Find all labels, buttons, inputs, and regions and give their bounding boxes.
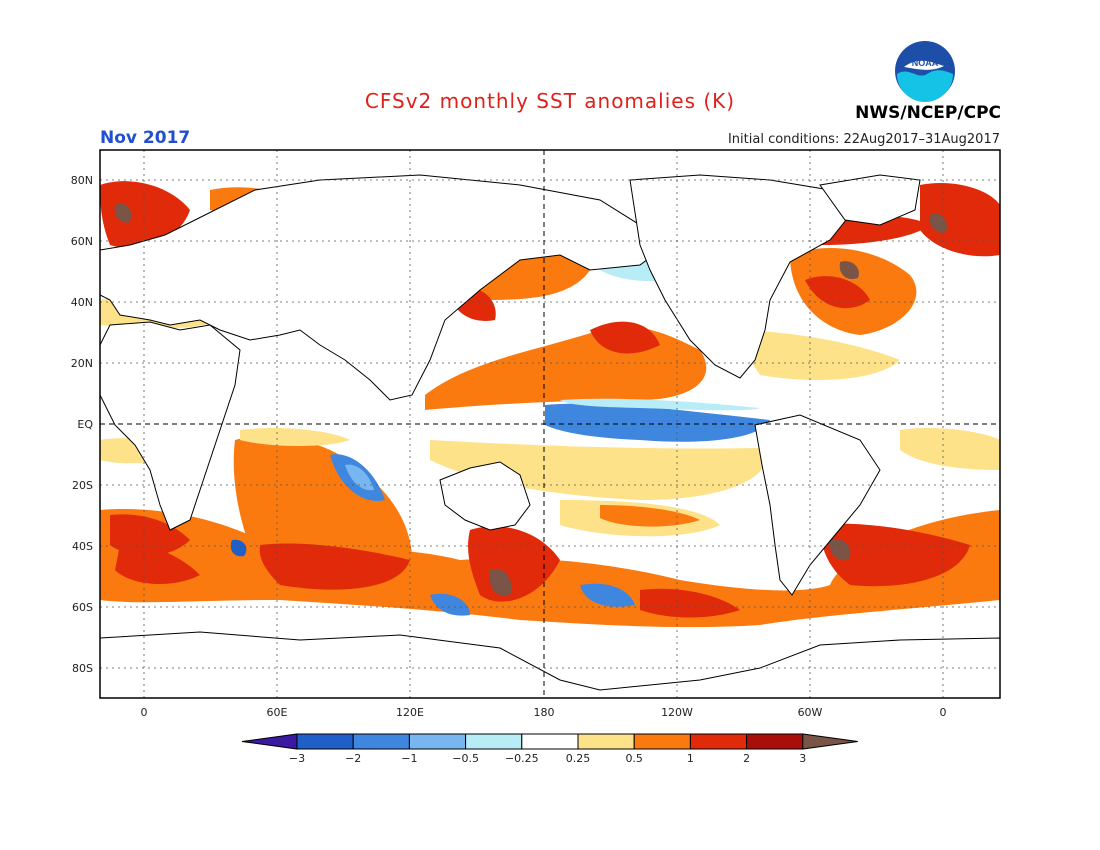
colorbar-tick-label: −0.25 <box>505 752 539 765</box>
colorbar-tick-label: 1 <box>687 752 694 765</box>
land-africa <box>100 321 241 531</box>
colorbar-segment <box>689 733 748 750</box>
lat-label: 20S <box>72 479 93 492</box>
colorbar-tick-label: 0.5 <box>625 752 643 765</box>
colorbar-segment <box>521 733 579 750</box>
colorbar-tick-label: 0.25 <box>566 752 591 765</box>
warm-anomaly-north-pacific <box>425 326 707 410</box>
lon-label: 180 <box>534 706 555 719</box>
lat-label: EQ <box>77 418 93 431</box>
colorbar-segment <box>633 733 691 750</box>
forecast-period: Nov 2017 <box>100 128 191 148</box>
colorbar-tick-label: −1 <box>401 752 417 765</box>
lat-label: 40S <box>72 540 93 553</box>
agency-label: NWS/NCEP/CPC <box>855 103 1001 123</box>
map-frame <box>99 149 1001 699</box>
chart-title: CFSv2 monthly SST anomalies (K) <box>364 89 736 113</box>
latitude-labels: 80N 60N 40N 20N EQ 20S 40S 60S 80S <box>71 174 94 675</box>
lon-label: 60W <box>798 706 823 719</box>
longitude-labels: 0 60E 120E 180 120W 60W 0 <box>141 706 947 719</box>
lat-label: 60N <box>71 235 93 248</box>
colorbar: −3 −2 −1 −0.5 −0.25 0.25 0.5 1 2 3 <box>241 733 858 765</box>
lat-label: 80S <box>72 662 93 675</box>
colorbar-segment <box>296 733 354 750</box>
colorbar-tick-label: −2 <box>345 752 361 765</box>
colorbar-segment <box>408 733 467 750</box>
lon-label: 0 <box>141 706 148 719</box>
colorbar-segment <box>352 733 410 750</box>
land-eurasia <box>100 174 661 401</box>
colorbar-extend-high <box>802 733 858 750</box>
land-greenland <box>819 174 921 226</box>
continents <box>100 174 1000 698</box>
lon-label: 120E <box>396 706 424 719</box>
lat-label: 80N <box>71 174 93 187</box>
initial-conditions: Initial conditions: 22Aug2017–31Aug2017 <box>727 132 1000 147</box>
lat-label: 60S <box>72 601 93 614</box>
noaa-logo: NOAA <box>895 41 955 102</box>
colorbar-tick-label: −3 <box>289 752 305 765</box>
lat-label: 40N <box>71 296 93 309</box>
colorbar-segment <box>577 733 635 750</box>
colorbar-extend-low <box>241 733 298 750</box>
cold-anomaly-equatorial-pacific <box>545 403 770 442</box>
equator-and-dateline <box>100 150 1000 698</box>
colorbar-segment <box>746 733 804 750</box>
lon-label: 0 <box>940 706 947 719</box>
colorbar-tick-label: −0.5 <box>452 752 479 765</box>
land-australia <box>439 461 531 531</box>
graticule <box>100 150 1000 698</box>
lon-label: 120W <box>661 706 693 719</box>
colorbar-tick-label: 2 <box>743 752 750 765</box>
lon-label: 60E <box>267 706 288 719</box>
anomaly-field <box>100 181 1000 628</box>
logo-lettering: NOAA <box>912 58 939 68</box>
land-antarctica <box>100 631 1000 698</box>
colorbar-segment <box>465 733 523 750</box>
colorbar-tick-label: 3 <box>799 752 806 765</box>
lat-label: 20N <box>71 357 93 370</box>
